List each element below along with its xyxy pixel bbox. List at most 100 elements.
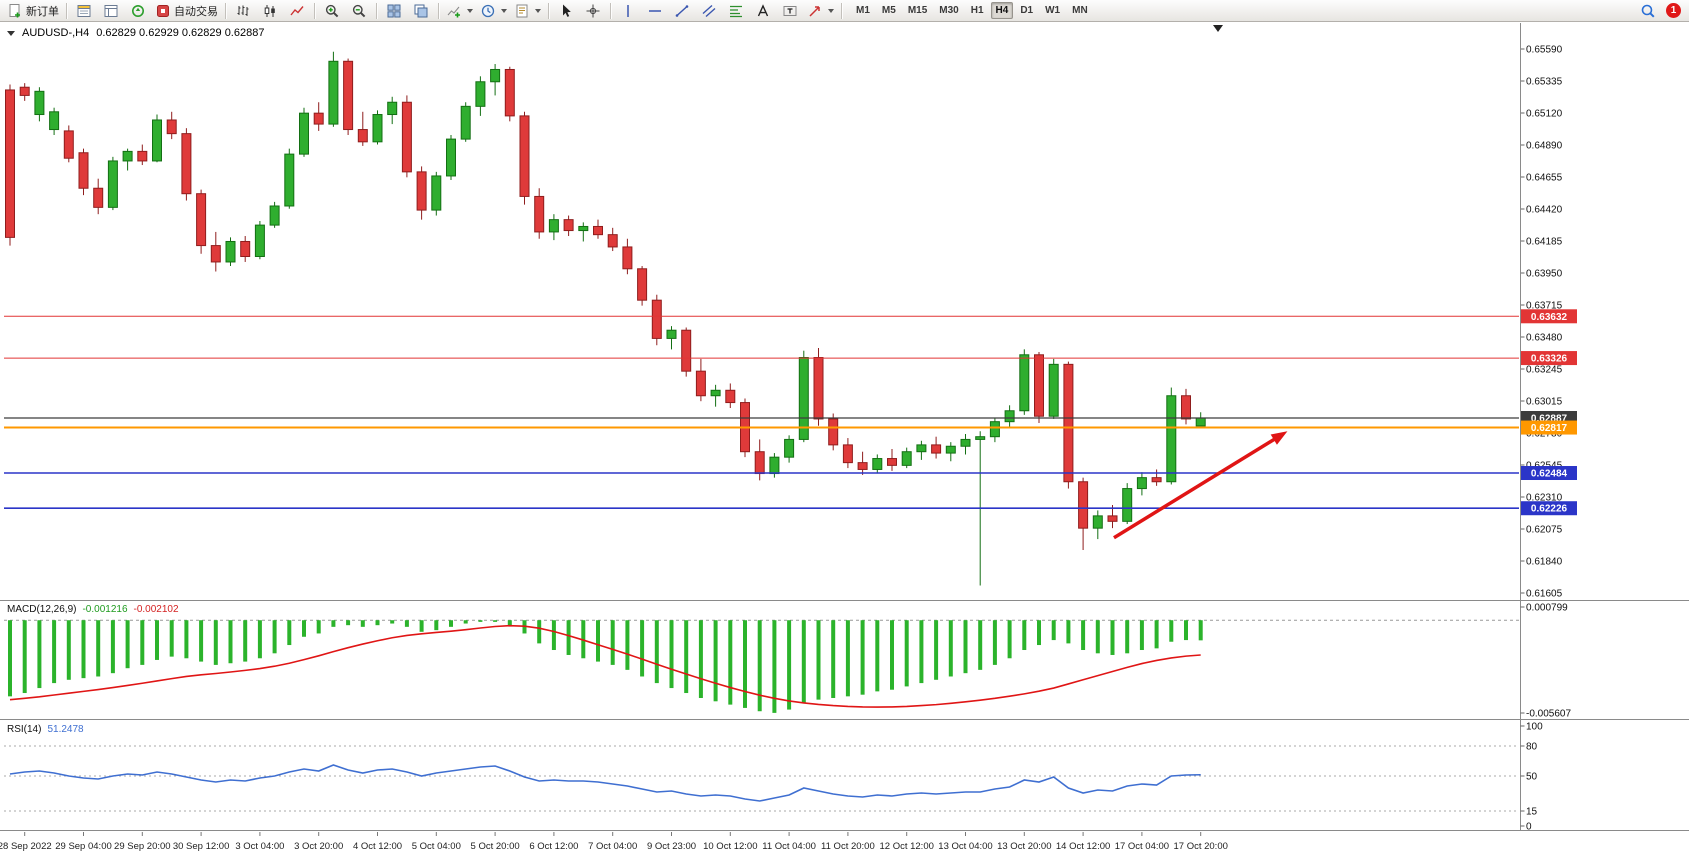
- timeframe-M15[interactable]: M15: [907, 5, 928, 16]
- time-label: 6 Oct 12:00: [529, 841, 578, 852]
- time-label: 5 Oct 20:00: [471, 841, 520, 852]
- time-label: 5 Oct 04:00: [412, 841, 461, 852]
- price-tag: [1521, 501, 1577, 516]
- indicators-button[interactable]: [443, 0, 476, 21]
- candle-body: [1063, 363, 1074, 483]
- candle-body: [284, 153, 295, 207]
- macd-bar: [1169, 620, 1174, 642]
- label-button[interactable]: [777, 0, 803, 21]
- macd-bar: [625, 620, 630, 670]
- arrows-button[interactable]: [804, 0, 837, 21]
- price-tag-label: 0.62817: [1531, 423, 1568, 434]
- candle-body: [475, 81, 486, 107]
- chevron-down-icon: [501, 8, 507, 13]
- candle-body: [593, 225, 603, 236]
- candle-body: [710, 389, 721, 397]
- bar-chart-icon: [237, 5, 249, 16]
- text-button[interactable]: [750, 0, 776, 21]
- tile-windows-button[interactable]: [381, 0, 407, 21]
- market-watch-button[interactable]: [71, 0, 97, 21]
- channel-button[interactable]: [696, 0, 722, 21]
- price-axis-label: 0.65335: [1526, 77, 1563, 88]
- timeframe-M1[interactable]: M1: [856, 5, 870, 16]
- candle-body: [1151, 477, 1162, 483]
- candle-body: [607, 234, 618, 248]
- timeframe-M5[interactable]: M5: [881, 5, 896, 16]
- time-label: 28 Sep 2022: [0, 841, 52, 852]
- macd-bar: [331, 620, 336, 627]
- candlestick-chart-button[interactable]: [257, 0, 283, 21]
- macd-bar: [434, 620, 439, 631]
- crosshair-button[interactable]: [580, 0, 606, 21]
- new-order-icon: [9, 3, 20, 17]
- macd-bar: [169, 620, 174, 657]
- zoom-out-button[interactable]: [346, 0, 372, 21]
- timeframe-M30[interactable]: M30: [939, 5, 959, 16]
- macd-bar: [52, 620, 57, 684]
- cursor-button[interactable]: [553, 0, 579, 21]
- timeframe-H1[interactable]: H1: [970, 5, 984, 16]
- price-tag-label: 0.63632: [1531, 312, 1568, 323]
- time-label: 11 Oct 04:00: [762, 841, 816, 852]
- price-axis-label: 0.64655: [1526, 173, 1563, 184]
- time-axis[interactable]: [0, 832, 1520, 859]
- new-order-button[interactable]: 新订单: [4, 0, 62, 21]
- macd-bar: [890, 620, 894, 690]
- candle-body: [63, 130, 74, 159]
- macd-bar: [728, 620, 733, 705]
- candle-body: [210, 245, 221, 263]
- macd-bar: [478, 620, 483, 622]
- candle-body: [19, 86, 30, 96]
- templates-button[interactable]: [511, 0, 544, 21]
- macd-bar: [772, 620, 777, 713]
- text-label-icon: [783, 5, 797, 16]
- macd-bar: [845, 620, 850, 697]
- macd-bar: [346, 620, 351, 626]
- notification-badge[interactable]: 1: [1666, 3, 1681, 18]
- horizontal-line-button[interactable]: [642, 0, 668, 21]
- market-watch-icon: [77, 4, 91, 17]
- candle-body: [137, 150, 148, 162]
- macd-bar: [919, 620, 924, 684]
- cursor-icon: [563, 4, 571, 17]
- macd-bar: [713, 620, 718, 702]
- fibonacci-button[interactable]: [723, 0, 749, 21]
- periods-button[interactable]: [477, 0, 510, 21]
- clock-icon: [481, 4, 495, 17]
- macd-bar: [199, 620, 204, 662]
- timeframe-H4[interactable]: H4: [990, 2, 1014, 19]
- search-button[interactable]: [1635, 0, 1661, 21]
- candle-body: [1019, 354, 1030, 412]
- price-axis-label: 0.61605: [1526, 589, 1563, 600]
- macd-bar: [787, 620, 792, 710]
- macd-bar: [8, 620, 12, 697]
- zoom-in-button[interactable]: [319, 0, 345, 21]
- timeframe-D1[interactable]: D1: [1020, 5, 1034, 16]
- macd-bar: [493, 620, 498, 622]
- vertical-line-button[interactable]: [615, 0, 641, 21]
- cascade-windows-button[interactable]: [408, 0, 434, 21]
- timeframe-MN[interactable]: MN: [1072, 5, 1088, 16]
- candle-body: [666, 329, 677, 339]
- candle-body: [945, 445, 956, 454]
- trendline-button[interactable]: [669, 0, 695, 21]
- data-window-button[interactable]: [98, 0, 124, 21]
- bar-chart-button[interactable]: [230, 0, 256, 21]
- candle-body: [916, 444, 927, 453]
- macd-bar: [1125, 620, 1130, 654]
- autotrading-button[interactable]: 自动交易: [152, 0, 221, 21]
- line-chart-button[interactable]: [284, 0, 310, 21]
- price-tag-label: 0.62887: [1531, 413, 1568, 424]
- price-axis-label: 0.62075: [1526, 525, 1563, 536]
- macd-signal-line: [9, 624, 1201, 708]
- timeframe-W1[interactable]: W1: [1045, 5, 1061, 16]
- candle-body: [754, 451, 765, 475]
- candle-body: [578, 225, 589, 232]
- vertical-line-icon: [627, 4, 629, 17]
- price-axis[interactable]: [1521, 22, 1689, 832]
- macd-bar: [1154, 620, 1159, 649]
- line-chart-icon: [290, 5, 304, 15]
- navigator-button[interactable]: [125, 0, 151, 21]
- price-axis-label: 0.62545: [1526, 461, 1563, 472]
